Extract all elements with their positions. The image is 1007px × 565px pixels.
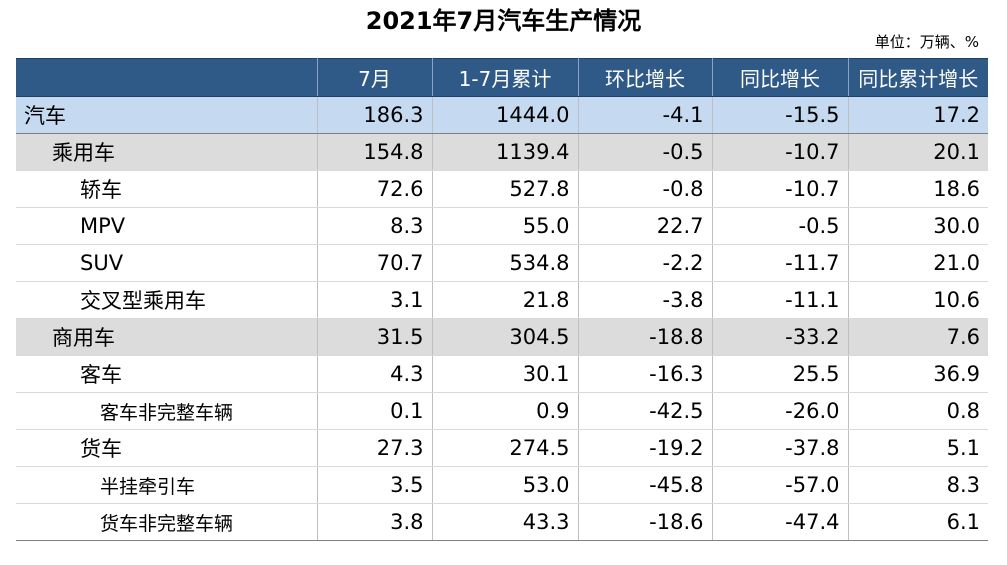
cell-mom-growth: -42.5 bbox=[578, 392, 713, 430]
table-row: MPV 8.3 55.0 22.7 -0.5 30.0 bbox=[16, 207, 988, 245]
row-label: 货车 bbox=[16, 429, 318, 467]
cell-ytd: 527.8 bbox=[432, 170, 579, 208]
cell-ytd-yoy-growth: 6.1 bbox=[848, 503, 988, 541]
cell-july: 3.1 bbox=[317, 281, 433, 319]
cell-july: 3.8 bbox=[317, 503, 433, 541]
cell-july: 186.3 bbox=[317, 96, 433, 134]
cell-yoy-growth: -33.2 bbox=[712, 318, 849, 356]
cell-mom-growth: -18.6 bbox=[578, 503, 713, 541]
row-label: 客车非完整车辆 bbox=[16, 392, 318, 430]
cell-mom-growth: -2.2 bbox=[578, 244, 713, 282]
cell-july: 4.3 bbox=[317, 355, 433, 393]
header-ytd: 1-7月累计 bbox=[432, 58, 579, 97]
cell-ytd-yoy-growth: 8.3 bbox=[848, 466, 988, 504]
cell-yoy-growth: -47.4 bbox=[712, 503, 849, 541]
table-row: 客车非完整车辆 0.1 0.9 -42.5 -26.0 0.8 bbox=[16, 392, 988, 430]
cell-july: 0.1 bbox=[317, 392, 433, 430]
table-row: 汽车 186.3 1444.0 -4.1 -15.5 17.2 bbox=[16, 96, 988, 134]
cell-ytd: 43.3 bbox=[432, 503, 579, 541]
production-table: 7月 1-7月累计 环比增长 同比增长 同比累计增长 汽车 186.3 1444.0… bbox=[16, 58, 988, 541]
table-row: 商用车 31.5 304.5 -18.8 -33.2 7.6 bbox=[16, 318, 988, 356]
cell-july: 27.3 bbox=[317, 429, 433, 467]
cell-ytd-yoy-growth: 5.1 bbox=[848, 429, 988, 467]
table-row: 轿车 72.6 527.8 -0.8 -10.7 18.6 bbox=[16, 170, 988, 208]
row-label: 轿车 bbox=[16, 170, 318, 208]
cell-ytd: 55.0 bbox=[432, 207, 579, 245]
cell-ytd: 304.5 bbox=[432, 318, 579, 356]
row-label: 汽车 bbox=[16, 96, 318, 134]
header-category bbox=[16, 58, 318, 97]
page-title: 2021年7月汽车生产情况 bbox=[365, 7, 642, 35]
cell-yoy-growth: -11.7 bbox=[712, 244, 849, 282]
row-label: 客车 bbox=[16, 355, 318, 393]
cell-yoy-growth: -0.5 bbox=[712, 207, 849, 245]
cell-ytd: 1139.4 bbox=[432, 133, 579, 171]
table-row: 货车非完整车辆 3.8 43.3 -18.6 -47.4 6.1 bbox=[16, 503, 988, 541]
cell-mom-growth: -0.5 bbox=[578, 133, 713, 171]
cell-mom-growth: -4.1 bbox=[578, 96, 713, 134]
cell-ytd: 274.5 bbox=[432, 429, 579, 467]
row-label: 商用车 bbox=[16, 318, 318, 356]
row-label: MPV bbox=[16, 207, 318, 245]
cell-yoy-growth: -10.7 bbox=[712, 170, 849, 208]
header-ytd-yoy-growth: 同比累计增长 bbox=[848, 58, 988, 97]
cell-ytd: 0.9 bbox=[432, 392, 579, 430]
cell-mom-growth: -45.8 bbox=[578, 466, 713, 504]
cell-yoy-growth: -15.5 bbox=[712, 96, 849, 134]
header-july: 7月 bbox=[317, 58, 433, 97]
cell-yoy-growth: 25.5 bbox=[712, 355, 849, 393]
table-row: 乘用车 154.8 1139.4 -0.5 -10.7 20.1 bbox=[16, 133, 988, 171]
cell-ytd-yoy-growth: 30.0 bbox=[848, 207, 988, 245]
cell-ytd: 534.8 bbox=[432, 244, 579, 282]
table-row: 交叉型乘用车 3.1 21.8 -3.8 -11.1 10.6 bbox=[16, 281, 988, 319]
cell-mom-growth: -19.2 bbox=[578, 429, 713, 467]
cell-ytd-yoy-growth: 10.6 bbox=[848, 281, 988, 319]
cell-yoy-growth: -26.0 bbox=[712, 392, 849, 430]
cell-ytd: 53.0 bbox=[432, 466, 579, 504]
cell-ytd-yoy-growth: 18.6 bbox=[848, 170, 988, 208]
cell-july: 154.8 bbox=[317, 133, 433, 171]
cell-yoy-growth: -37.8 bbox=[712, 429, 849, 467]
row-label: 乘用车 bbox=[16, 133, 318, 171]
cell-ytd-yoy-growth: 7.6 bbox=[848, 318, 988, 356]
unit-label: 单位：万辆、% bbox=[874, 33, 979, 51]
header-yoy-growth: 同比增长 bbox=[712, 58, 849, 97]
table-row: 半挂牵引车 3.5 53.0 -45.8 -57.0 8.3 bbox=[16, 466, 988, 504]
cell-july: 8.3 bbox=[317, 207, 433, 245]
cell-ytd-yoy-growth: 36.9 bbox=[848, 355, 988, 393]
cell-ytd: 21.8 bbox=[432, 281, 579, 319]
cell-july: 31.5 bbox=[317, 318, 433, 356]
cell-ytd: 30.1 bbox=[432, 355, 579, 393]
cell-mom-growth: -16.3 bbox=[578, 355, 713, 393]
cell-ytd-yoy-growth: 21.0 bbox=[848, 244, 988, 282]
table-row: 客车 4.3 30.1 -16.3 25.5 36.9 bbox=[16, 355, 988, 393]
row-label: 货车非完整车辆 bbox=[16, 503, 318, 541]
cell-ytd-yoy-growth: 0.8 bbox=[848, 392, 988, 430]
cell-yoy-growth: -10.7 bbox=[712, 133, 849, 171]
cell-mom-growth: -18.8 bbox=[578, 318, 713, 356]
cell-july: 3.5 bbox=[317, 466, 433, 504]
row-label: SUV bbox=[16, 244, 318, 282]
row-label: 半挂牵引车 bbox=[16, 466, 318, 504]
cell-ytd-yoy-growth: 17.2 bbox=[848, 96, 988, 134]
cell-mom-growth: -0.8 bbox=[578, 170, 713, 208]
table-header-row: 7月 1-7月累计 环比增长 同比增长 同比累计增长 bbox=[16, 58, 988, 97]
cell-yoy-growth: -57.0 bbox=[712, 466, 849, 504]
table-row: SUV 70.7 534.8 -2.2 -11.7 21.0 bbox=[16, 244, 988, 282]
cell-ytd-yoy-growth: 20.1 bbox=[848, 133, 988, 171]
cell-yoy-growth: -11.1 bbox=[712, 281, 849, 319]
row-label: 交叉型乘用车 bbox=[16, 281, 318, 319]
header-mom-growth: 环比增长 bbox=[578, 58, 713, 97]
cell-mom-growth: -3.8 bbox=[578, 281, 713, 319]
table-row: 货车 27.3 274.5 -19.2 -37.8 5.1 bbox=[16, 429, 988, 467]
cell-july: 70.7 bbox=[317, 244, 433, 282]
cell-mom-growth: 22.7 bbox=[578, 207, 713, 245]
cell-july: 72.6 bbox=[317, 170, 433, 208]
cell-ytd: 1444.0 bbox=[432, 96, 579, 134]
